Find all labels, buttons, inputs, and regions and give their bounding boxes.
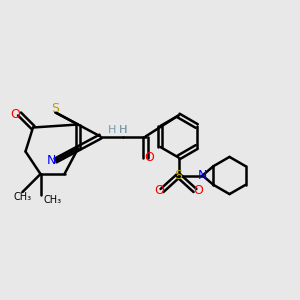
Text: S: S — [52, 102, 59, 116]
Text: N: N — [198, 169, 207, 182]
Text: S: S — [175, 169, 182, 182]
Text: H: H — [108, 124, 116, 135]
Text: O: O — [154, 184, 164, 197]
Text: H: H — [119, 125, 127, 135]
Text: CH₃: CH₃ — [14, 192, 32, 203]
Text: N: N — [47, 154, 57, 167]
Text: O: O — [10, 107, 20, 121]
Text: CH₃: CH₃ — [44, 195, 62, 206]
Text: O: O — [193, 184, 203, 197]
Text: O: O — [144, 151, 154, 164]
Text: H: H — [119, 125, 127, 135]
